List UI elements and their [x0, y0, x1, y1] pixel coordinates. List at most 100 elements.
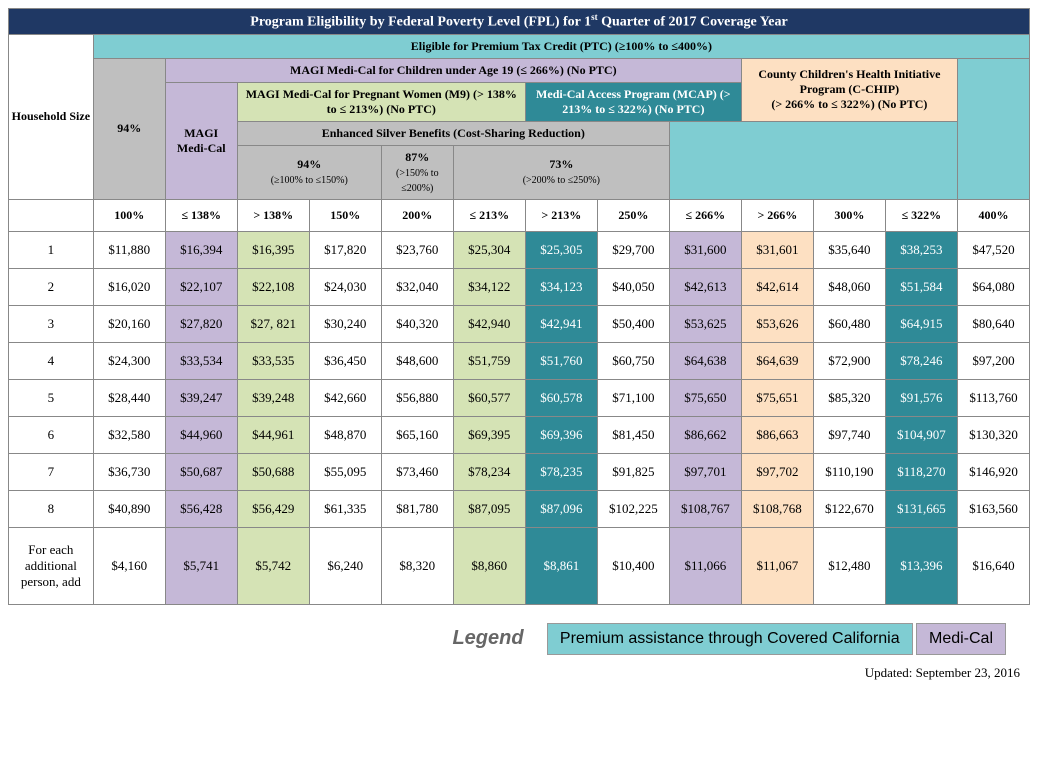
cell: $16,020 [93, 268, 165, 305]
cell: $20,160 [93, 305, 165, 342]
cell: $42,941 [525, 305, 597, 342]
table-row: 7$36,730$50,687$50,688$55,095$73,460$78,… [9, 453, 1030, 490]
silver-73-col: 73%(>200% to ≤250%) [453, 145, 669, 199]
cell: $60,750 [597, 342, 669, 379]
col-4: 200% [381, 199, 453, 231]
cell: $51,584 [885, 268, 957, 305]
silver-94-left: 94% [93, 58, 165, 199]
cell: $11,067 [741, 527, 813, 604]
row-label: 7 [9, 453, 94, 490]
cell: $102,225 [597, 490, 669, 527]
column-header-row: 100% ≤ 138% > 138% 150% 200% ≤ 213% > 21… [9, 199, 1030, 231]
row-label: 2 [9, 268, 94, 305]
household-size-label: Household Size [9, 34, 94, 199]
cell: $73,460 [381, 453, 453, 490]
cell: $64,915 [885, 305, 957, 342]
col-8: ≤ 266% [669, 199, 741, 231]
row-label: 8 [9, 490, 94, 527]
cell: $130,320 [957, 416, 1029, 453]
cell: $75,651 [741, 379, 813, 416]
cell: $8,860 [453, 527, 525, 604]
cell: $47,520 [957, 231, 1029, 268]
cell: $56,428 [165, 490, 237, 527]
cell: $118,270 [885, 453, 957, 490]
cell: $48,060 [813, 268, 885, 305]
cell: $71,100 [597, 379, 669, 416]
table-row: 6$32,580$44,960$44,961$48,870$65,160$69,… [9, 416, 1030, 453]
cell: $50,687 [165, 453, 237, 490]
table-row: 1$11,880$16,394$16,395$17,820$23,760$25,… [9, 231, 1030, 268]
cell: $48,600 [381, 342, 453, 379]
cell: $40,890 [93, 490, 165, 527]
cell: $50,400 [597, 305, 669, 342]
cell: $29,700 [597, 231, 669, 268]
magi-medical-header: MAGI Medi-Cal [165, 82, 237, 199]
cell: $4,160 [93, 527, 165, 604]
cell: $39,247 [165, 379, 237, 416]
cell: $6,240 [309, 527, 381, 604]
cell: $91,825 [597, 453, 669, 490]
col-7: 250% [597, 199, 669, 231]
cell: $61,335 [309, 490, 381, 527]
cell: $53,626 [741, 305, 813, 342]
cell: $69,396 [525, 416, 597, 453]
cell: $11,880 [93, 231, 165, 268]
ptc-header: Eligible for Premium Tax Credit (PTC) (≥… [93, 34, 1029, 58]
cell: $87,095 [453, 490, 525, 527]
page-title: Program Eligibility by Federal Poverty L… [9, 9, 1030, 35]
cell: $31,600 [669, 231, 741, 268]
fpl-eligibility-table: Program Eligibility by Federal Poverty L… [8, 8, 1030, 605]
cell: $32,040 [381, 268, 453, 305]
cell: $35,640 [813, 231, 885, 268]
cell: $16,395 [237, 231, 309, 268]
row-label: 5 [9, 379, 94, 416]
col-6: > 213% [525, 199, 597, 231]
col-5: ≤ 213% [453, 199, 525, 231]
cell: $81,450 [597, 416, 669, 453]
cell: $56,880 [381, 379, 453, 416]
col-1: ≤ 138% [165, 199, 237, 231]
cell: $146,920 [957, 453, 1029, 490]
cell: $42,940 [453, 305, 525, 342]
title-row: Program Eligibility by Federal Poverty L… [9, 9, 1030, 35]
table-row: 5$28,440$39,247$39,248$42,660$56,880$60,… [9, 379, 1030, 416]
cell: $33,535 [237, 342, 309, 379]
cell: $85,320 [813, 379, 885, 416]
cell: $110,190 [813, 453, 885, 490]
cell: $163,560 [957, 490, 1029, 527]
cell: $97,702 [741, 453, 813, 490]
cell: $78,235 [525, 453, 597, 490]
cell: $38,253 [885, 231, 957, 268]
cell: $86,662 [669, 416, 741, 453]
cchip-header: County Children's Health Initiative Prog… [741, 58, 957, 121]
col-12: 400% [957, 199, 1029, 231]
cell: $36,450 [309, 342, 381, 379]
ptc-header-row: Household Size Eligible for Premium Tax … [9, 34, 1030, 58]
magi-children-header: MAGI Medi-Cal for Children under Age 19 … [165, 58, 741, 82]
program-row-1: 94% MAGI Medi-Cal for Children under Age… [9, 58, 1030, 82]
table-row: For each additional person, add$4,160$5,… [9, 527, 1030, 604]
col-2: > 138% [237, 199, 309, 231]
cell: $131,665 [885, 490, 957, 527]
cell: $40,050 [597, 268, 669, 305]
mcap-header: Medi-Cal Access Program (MCAP) (> 213% t… [525, 82, 741, 121]
cell: $113,760 [957, 379, 1029, 416]
cell: $78,246 [885, 342, 957, 379]
table-row: 8$40,890$56,428$56,429$61,335$81,780$87,… [9, 490, 1030, 527]
cell: $108,767 [669, 490, 741, 527]
cell: $97,701 [669, 453, 741, 490]
cell: $39,248 [237, 379, 309, 416]
cell: $27,820 [165, 305, 237, 342]
cell: $60,578 [525, 379, 597, 416]
cell: $97,200 [957, 342, 1029, 379]
row-label: 1 [9, 231, 94, 268]
cell: $16,394 [165, 231, 237, 268]
cell: $22,107 [165, 268, 237, 305]
silver-87-col: 87%(>150% to ≤200%) [381, 145, 453, 199]
cell: $50,688 [237, 453, 309, 490]
cell: $34,123 [525, 268, 597, 305]
cell: $24,030 [309, 268, 381, 305]
cell: $33,534 [165, 342, 237, 379]
cell: $91,576 [885, 379, 957, 416]
cell: $78,234 [453, 453, 525, 490]
